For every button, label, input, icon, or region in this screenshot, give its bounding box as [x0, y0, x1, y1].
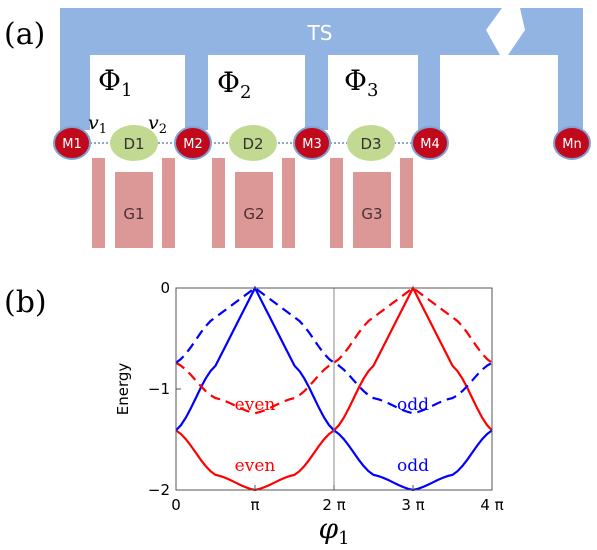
gate-side-bar — [162, 158, 175, 248]
ts-bus — [60, 8, 502, 130]
energy-plot: 0 π 2 π 3 π 4 π 0 −1 −2 even even odd odd — [148, 279, 504, 514]
majorana-label-m3: M3 — [302, 137, 322, 152]
panel-a-label: (a) — [4, 17, 45, 52]
annotation-layer: even even odd odd — [235, 395, 429, 476]
gate-g3 — [353, 172, 391, 248]
dot-d3 — [347, 125, 395, 161]
gate-label-g1: G1 — [123, 205, 144, 223]
annotation-even: even — [235, 395, 276, 415]
ts-label: TS — [307, 21, 333, 45]
x-tick-label: 0 — [171, 496, 181, 514]
majorana-m3 — [293, 126, 331, 160]
gate-side-bar — [92, 158, 105, 248]
annotation-odd: odd — [397, 456, 429, 476]
y-tick-label: −2 — [148, 481, 170, 499]
series-line-4 — [175, 286, 493, 415]
y-tick-label: 0 — [160, 279, 170, 297]
flux-label-3: Φ3 — [344, 64, 378, 101]
series-line-3 — [175, 286, 493, 415]
majorana-mn — [553, 126, 591, 160]
majorana-label-m4: M4 — [420, 137, 440, 152]
dot-d2 — [229, 125, 277, 161]
tick-layer: 0 π 2 π 3 π 4 π 0 −1 −2 — [148, 279, 504, 514]
majorana-label-mn: Mn — [562, 137, 581, 152]
panel-a: (a) TS Φ1 Φ2 Φ3 v1 v2 G1 G2 G3 — [4, 8, 591, 248]
gate-side-bar — [330, 158, 343, 248]
gate-label-g3: G3 — [361, 205, 382, 223]
gate-g2 — [235, 172, 273, 248]
coupling-label-v1: v1 — [88, 112, 107, 137]
flux-label-2: Φ2 — [217, 66, 251, 103]
gate-label-g2: G2 — [243, 205, 264, 223]
gate-side-bar — [400, 158, 413, 248]
majorana-m1 — [53, 126, 91, 160]
ts-bus-right — [508, 8, 583, 140]
majoranas: M1 M2 M3 M4 Mn — [53, 126, 591, 160]
panel-b: (b) 0 π 2 π 3 π 4 π 0 −1 −2 even even odd odd Ener… — [4, 279, 504, 549]
x-axis-label: φ1 — [318, 512, 349, 549]
panel-b-label: (b) — [4, 285, 47, 320]
dot-label-d1: D1 — [123, 135, 144, 153]
gate-side-bar — [212, 158, 225, 248]
annotation-even: even — [235, 456, 276, 476]
gates — [92, 158, 413, 248]
x-tick-label: 4 π — [480, 496, 503, 514]
annotation-odd: odd — [397, 395, 429, 415]
x-tick-label: 2 π — [322, 496, 345, 514]
x-tick-label: 3 π — [401, 496, 424, 514]
dot-label-d3: D3 — [360, 135, 381, 153]
y-tick-label: −1 — [148, 380, 170, 398]
majorana-label-m1: M1 — [62, 137, 82, 152]
majorana-label-m2: M2 — [183, 137, 203, 152]
flux-label-1: Φ1 — [98, 64, 132, 101]
majorana-m2 — [174, 126, 212, 160]
coupling-label-v2: v2 — [148, 112, 167, 137]
gate-g1 — [115, 172, 153, 248]
x-tick-label: π — [250, 496, 259, 514]
y-axis-label: Energy — [114, 363, 132, 416]
gate-side-bar — [282, 158, 295, 248]
dot-d1 — [110, 125, 158, 161]
dot-label-d2: D2 — [242, 135, 263, 153]
majorana-m4 — [411, 126, 449, 160]
